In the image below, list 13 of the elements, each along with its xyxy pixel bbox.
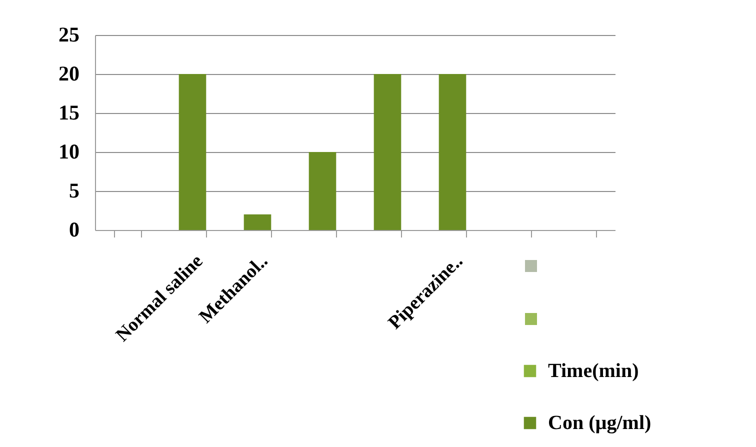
bar [178,74,206,230]
y-tick-label: 0 [69,218,80,242]
bar [374,74,402,230]
legend-label: Con (µg/ml) [548,412,652,434]
y-tick-label: 25 [58,22,80,46]
bar [308,152,336,230]
bar [244,214,272,230]
legend-label: Time(min) [548,360,639,382]
y-tick-label: 10 [58,140,80,164]
y-tick-label: 5 [69,178,80,202]
y-tick-label: 20 [58,62,80,86]
y-tick-label: 15 [58,100,80,124]
bar [438,74,466,230]
